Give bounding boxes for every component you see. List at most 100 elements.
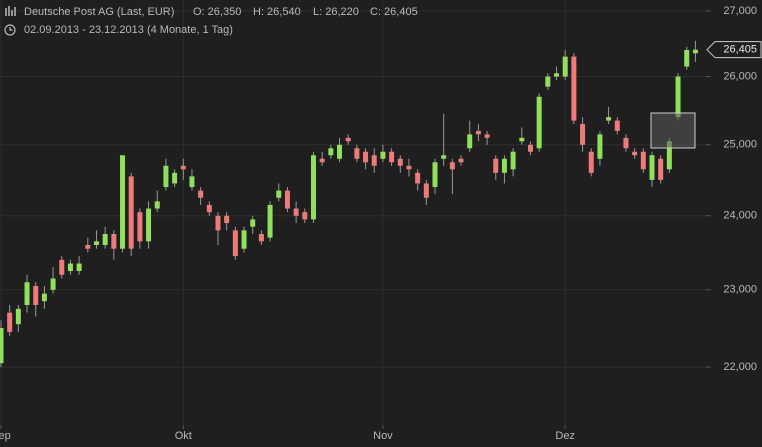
chart-icon (5, 6, 16, 16)
clock-hands (9, 27, 13, 31)
candle-body (458, 158, 464, 163)
candle-body (623, 137, 629, 149)
candle-body (441, 155, 447, 159)
candle-body (0, 328, 4, 364)
candle-body (658, 158, 664, 180)
candle-body (189, 176, 195, 188)
candle-body (493, 158, 499, 173)
x-tick-label: Okt (175, 430, 192, 442)
last-price-tag (706, 41, 762, 59)
candle-body (180, 165, 186, 170)
candle-body (562, 56, 568, 77)
candle-body (328, 148, 334, 156)
candle-body (163, 165, 169, 188)
candle-body (41, 293, 47, 302)
candle-body (545, 76, 551, 87)
candle-body (76, 263, 82, 272)
candle-body (406, 165, 412, 170)
ohlc-close: C: 26,405 (370, 6, 418, 18)
candle-body (7, 312, 13, 332)
x-tick-label: Dez (555, 430, 575, 442)
x-tick-label: Sep (0, 430, 11, 442)
candle-body (224, 215, 230, 224)
ohlc-low: L: 26,220 (313, 6, 359, 18)
candle-body (250, 219, 256, 227)
candle-body (50, 278, 56, 290)
candle-body (588, 151, 594, 173)
candle-body (15, 308, 21, 325)
x-tick-label: Nov (373, 430, 393, 442)
candle-body (128, 176, 134, 249)
candle-body (284, 190, 290, 209)
candle-body (675, 76, 681, 118)
y-tick-label: 26,000 (723, 70, 757, 82)
candle-body (276, 190, 282, 198)
chart-subtitle: 02.09.2013 - 23.12.2013 (4 Monate, 1 Tag… (24, 24, 233, 36)
candle-body (293, 208, 299, 216)
candle-body (571, 56, 577, 121)
candle-body (606, 117, 612, 121)
candle-body (85, 245, 91, 249)
selection-box (650, 112, 696, 149)
candle-body (59, 259, 65, 275)
y-tick-label: 22,000 (723, 361, 757, 373)
header: Deutsche Post AG (Last, EUR) O: 26,350 H… (4, 5, 418, 36)
candle-body (640, 151, 646, 170)
candle-body (380, 151, 386, 159)
candle-body (363, 151, 369, 163)
ohlc-high: H: 26,540 (253, 6, 301, 18)
candle-body (614, 120, 620, 131)
candle-body (232, 230, 238, 257)
candle-body (423, 183, 429, 198)
candle-body (692, 49, 698, 54)
candle-body (146, 208, 152, 242)
last-price-label: 26,405 (723, 44, 757, 56)
candle-body (93, 241, 99, 246)
candle-body (215, 215, 221, 231)
candle-body (120, 155, 126, 249)
candle-body (241, 230, 247, 249)
y-tick-label: 27,000 (723, 5, 757, 17)
candle-body (371, 155, 377, 166)
candle-body (649, 155, 655, 180)
candle-body (137, 212, 143, 242)
candle-body (475, 130, 481, 135)
candle-body (206, 204, 212, 213)
candle-body (389, 151, 395, 163)
candle-body (554, 73, 560, 77)
candle-body (510, 151, 516, 170)
candle-body (484, 134, 490, 138)
candle-body (267, 204, 273, 238)
candle-body (154, 201, 160, 209)
candle-body (536, 96, 542, 149)
candle-body (354, 148, 360, 159)
candles: 26,405 (0, 40, 762, 368)
y-tick-label: 24,000 (723, 210, 757, 222)
candle-body (345, 137, 351, 142)
candle-body (666, 141, 672, 170)
chart-icon-bg (4, 5, 16, 19)
candle-body (597, 134, 603, 159)
candle-body (67, 263, 73, 272)
candle-body (580, 124, 586, 145)
candle-body (632, 151, 638, 156)
candle-body (467, 134, 473, 149)
y-tick-label: 25,000 (723, 139, 757, 151)
candle-body (415, 172, 421, 184)
candle-body (33, 286, 39, 305)
candle-body (337, 144, 343, 159)
candle-body (111, 233, 117, 249)
candle-body (310, 155, 316, 220)
candle-body (432, 162, 438, 188)
candle-body (449, 162, 455, 170)
candle-body (397, 158, 403, 166)
y-tick-label: 23,000 (723, 284, 757, 296)
candle-body (302, 212, 308, 220)
candle-body (198, 190, 204, 198)
candle-body (172, 172, 178, 184)
candle-body (258, 233, 264, 242)
candle-body (501, 158, 507, 173)
candle-body (319, 158, 325, 163)
